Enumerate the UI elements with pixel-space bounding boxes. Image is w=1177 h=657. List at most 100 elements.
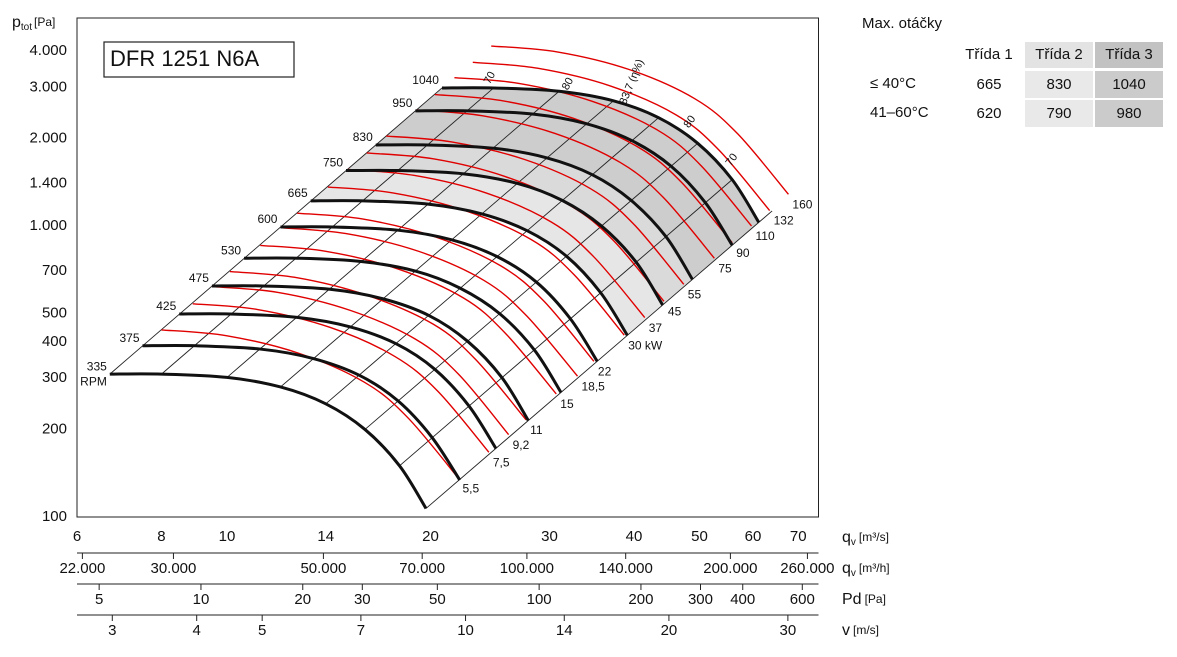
fan-curve — [179, 312, 498, 450]
y-tick-label: 200 — [42, 420, 67, 437]
x-tick-label: 6 — [73, 528, 81, 545]
rpm-label: 475 — [189, 271, 209, 285]
rpm-label: 335 — [87, 359, 107, 373]
power-curve — [211, 285, 510, 436]
secondary-tick-label: 600 — [790, 591, 815, 608]
power-label: 5,5 — [462, 481, 479, 495]
power-label: 9,2 — [513, 438, 530, 452]
secondary-tick-label: 30.000 — [150, 560, 196, 577]
secondary-tick-label: 30 — [354, 591, 371, 608]
power-curve — [454, 76, 753, 227]
max-speed-table: Max. otáčky Třída 1 Třída 2 Třída 3 ≤ 40°C 66… — [862, 15, 1163, 127]
header-text: Třída 3 — [1105, 46, 1153, 63]
secondary-tick-label: 5 — [95, 591, 103, 608]
system-line — [226, 90, 560, 378]
axis-symbol: v — [842, 622, 850, 639]
x-tick-label: 10 — [219, 528, 236, 545]
x-tick-label: 70 — [790, 528, 807, 545]
efficiency-label: 70 — [723, 151, 740, 168]
system-line — [425, 210, 773, 509]
power-label: 110 — [756, 229, 775, 243]
power-curve — [491, 45, 789, 195]
secondary-tick-label: 70.000 — [399, 560, 445, 577]
row-label: 41–60°C — [870, 104, 929, 121]
y-axis-label: ptot [Pa] — [12, 14, 55, 32]
y-label-sub: tot — [21, 22, 32, 33]
power-curve — [386, 135, 685, 285]
rpm-label: 425 — [156, 299, 176, 313]
system-line — [399, 179, 733, 467]
axis-unit: [Pa] — [865, 592, 886, 606]
power-label: 18,5 — [581, 379, 605, 393]
rpm-label: 600 — [257, 212, 277, 226]
axis-symbol-sub: v — [851, 568, 856, 579]
table-cell — [1025, 100, 1093, 127]
class-region — [346, 144, 693, 305]
fan-curve — [280, 225, 599, 363]
x-axis-label: qv [m³/s] — [842, 529, 889, 547]
table-value: 790 — [1046, 105, 1071, 122]
table-cell — [1095, 100, 1163, 127]
efficiency-label: 70 — [482, 70, 498, 86]
y-tick-label: 4.000 — [29, 42, 67, 59]
y-label: p — [12, 14, 21, 31]
axis-unit: [m/s] — [853, 623, 879, 637]
header-text: Třída 1 — [965, 46, 1013, 63]
fan-curve — [441, 86, 761, 224]
secondary-tick-label: 140.000 — [599, 560, 653, 577]
fan-curve — [211, 284, 530, 422]
power-label: 160 — [792, 198, 812, 212]
table-value: 980 — [1116, 105, 1141, 122]
power-curve — [192, 303, 490, 453]
power-curve — [280, 227, 579, 377]
y-tick-label: 700 — [42, 262, 67, 279]
header-cell — [1095, 42, 1163, 68]
fan-curve — [142, 344, 462, 481]
secondary-tick-label: 4 — [193, 622, 201, 639]
secondary-tick-label: 22.000 — [59, 560, 105, 577]
rpm-label: 750 — [323, 156, 343, 170]
x-tick-label: 14 — [317, 528, 334, 545]
rpm-label: 530 — [221, 243, 241, 257]
power-label: 30 kW — [628, 338, 663, 352]
secondary-tick-label: 100 — [527, 591, 552, 608]
power-label: 7,5 — [493, 455, 510, 469]
power-curve — [229, 270, 527, 421]
secondary-tick-label: 30 — [780, 622, 797, 639]
secondary-axis-label: Pd [Pa] — [842, 591, 886, 608]
power-curve — [260, 244, 557, 395]
fan-curve — [109, 372, 428, 510]
secondary-tick-label: 100.000 — [500, 560, 554, 577]
x-unit: [m³/s] — [859, 530, 889, 544]
secondary-tick-label: 10 — [193, 591, 210, 608]
class-region — [310, 170, 663, 336]
y-tick-label: 100 — [42, 508, 67, 525]
fan-curve — [244, 256, 563, 394]
rpm-unit: RPM — [80, 374, 107, 388]
table-value: 620 — [976, 105, 1001, 122]
table-value: 1040 — [1112, 76, 1145, 93]
secondary-tick-label: 20 — [294, 591, 311, 608]
y-unit: [Pa] — [34, 15, 55, 29]
secondary-tick-label: 260.000 — [780, 560, 834, 577]
power-label: 11 — [530, 423, 543, 437]
secondary-tick-label: 3 — [108, 622, 116, 639]
secondary-tick-label: 400 — [730, 591, 755, 608]
secondary-tick-label: 20 — [661, 622, 678, 639]
plot-frame — [76, 17, 819, 518]
header-cell — [1025, 42, 1093, 68]
y-tick-label: 3.000 — [29, 78, 67, 95]
table-title: Max. otáčky — [862, 15, 943, 32]
title-box — [103, 41, 295, 78]
power-label: 55 — [688, 288, 702, 302]
fan-curve — [415, 109, 734, 247]
rpm-label: 1040 — [412, 73, 439, 87]
rpm-label: 665 — [288, 186, 308, 200]
x-label: q — [842, 529, 851, 546]
system-line — [280, 100, 614, 388]
row-label: ≤ 40°C — [870, 75, 916, 92]
secondary-tick-label: 5 — [258, 622, 266, 639]
secondary-axes: 22.000 30.000 50.000 70.000 100.000 140.000 20… — [59, 552, 890, 639]
secondary-axis-label: qv [m³/h] — [842, 560, 890, 578]
